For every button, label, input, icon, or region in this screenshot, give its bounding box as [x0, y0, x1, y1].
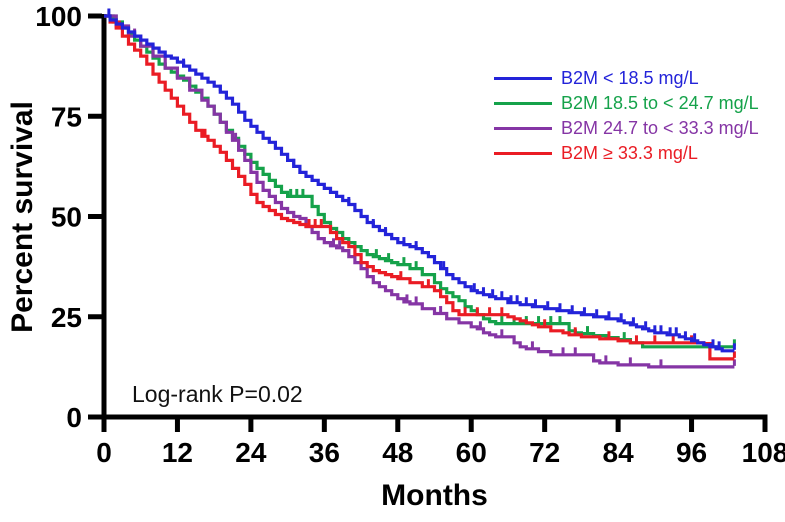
- legend-label: B2M < 18.5 mg/L: [561, 68, 699, 88]
- legend-label: B2M 24.7 to < 33.3 mg/L: [561, 118, 759, 138]
- x-tick-label: 72: [529, 437, 560, 468]
- survival-curve-3: [104, 14, 735, 361]
- y-tick-label: 100: [35, 1, 82, 32]
- survival-curve-0: [104, 14, 735, 353]
- log-rank-annotation: Log-rank P=0.02: [132, 381, 303, 407]
- y-tick-label: 50: [51, 202, 82, 233]
- x-tick-label: 84: [603, 437, 635, 468]
- legend-line-icon: [494, 127, 552, 130]
- y-tick-label: 25: [51, 302, 82, 333]
- x-tick-label: 96: [676, 437, 707, 468]
- legend-label: B2M ≥ 33.3 mg/L: [561, 143, 698, 163]
- legend-line-icon: [494, 152, 552, 155]
- x-tick-label: 0: [96, 437, 112, 468]
- legend-item-2: B2M 24.7 to < 33.3 mg/L: [494, 116, 759, 141]
- x-axis-title: Months: [381, 479, 488, 512]
- x-tick-label: 12: [162, 437, 193, 468]
- legend-label: B2M 18.5 to < 24.7 mg/L: [561, 93, 759, 113]
- legend-line-icon: [494, 77, 552, 80]
- legend-line-icon: [494, 102, 552, 105]
- x-tick-label: 24: [235, 437, 267, 468]
- x-tick-label: 36: [309, 437, 340, 468]
- legend-item-3: B2M ≥ 33.3 mg/L: [494, 141, 759, 166]
- survival-curve-2: [104, 14, 735, 369]
- legend: B2M < 18.5 mg/L B2M 18.5 to < 24.7 mg/L B2…: [494, 66, 759, 166]
- legend-item-0: B2M < 18.5 mg/L: [494, 66, 759, 91]
- x-tick-label: 108: [742, 437, 785, 468]
- x-tick-label: 60: [456, 437, 487, 468]
- y-tick-label: 0: [66, 402, 82, 433]
- legend-item-1: B2M 18.5 to < 24.7 mg/L: [494, 91, 759, 116]
- x-tick-label: 48: [382, 437, 413, 468]
- y-tick-label: 75: [51, 101, 82, 132]
